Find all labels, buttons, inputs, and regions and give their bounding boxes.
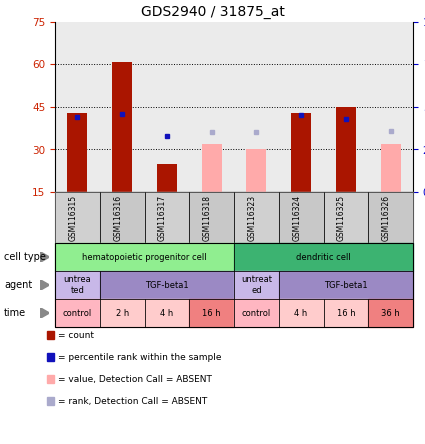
Text: TGF-beta1: TGF-beta1	[145, 281, 189, 289]
Bar	[246, 150, 266, 192]
Bar	[157, 164, 177, 192]
Text: GSM116325: GSM116325	[337, 194, 346, 241]
Text: 4 h: 4 h	[295, 309, 308, 317]
Text: 4 h: 4 h	[160, 309, 173, 317]
Bar	[291, 113, 311, 192]
Polygon shape	[40, 280, 49, 290]
Text: 16 h: 16 h	[202, 309, 221, 317]
Text: = count: = count	[58, 330, 94, 340]
Text: cell type: cell type	[4, 252, 46, 262]
Polygon shape	[40, 252, 49, 262]
Polygon shape	[40, 308, 49, 318]
Bar	[112, 62, 132, 192]
Text: time: time	[4, 308, 26, 318]
Text: agent: agent	[4, 280, 32, 290]
Text: GSM116316: GSM116316	[113, 194, 122, 241]
Text: hematopoietic progenitor cell: hematopoietic progenitor cell	[82, 253, 207, 262]
Bar	[201, 144, 222, 192]
Text: dendritic cell: dendritic cell	[296, 253, 351, 262]
Text: 16 h: 16 h	[337, 309, 355, 317]
Text: untreat
ed: untreat ed	[241, 275, 272, 295]
Text: 36 h: 36 h	[381, 309, 400, 317]
Text: control: control	[242, 309, 271, 317]
Text: 2 h: 2 h	[116, 309, 129, 317]
Bar	[67, 113, 88, 192]
Text: untrea
ted: untrea ted	[63, 275, 91, 295]
Text: GSM116315: GSM116315	[68, 194, 77, 241]
Text: = rank, Detection Call = ABSENT: = rank, Detection Call = ABSENT	[58, 396, 207, 405]
Text: GSM116324: GSM116324	[292, 194, 301, 241]
Text: GSM116317: GSM116317	[158, 194, 167, 241]
Text: TGF-beta1: TGF-beta1	[324, 281, 368, 289]
Text: = percentile rank within the sample: = percentile rank within the sample	[58, 353, 221, 361]
Bar	[336, 107, 356, 192]
Text: control: control	[63, 309, 92, 317]
Text: GSM116323: GSM116323	[247, 194, 256, 241]
Text: GDS2940 / 31875_at: GDS2940 / 31875_at	[141, 5, 284, 19]
Text: = value, Detection Call = ABSENT: = value, Detection Call = ABSENT	[58, 374, 212, 384]
Text: GSM116326: GSM116326	[382, 194, 391, 241]
Text: GSM116318: GSM116318	[203, 194, 212, 241]
Bar	[380, 144, 401, 192]
